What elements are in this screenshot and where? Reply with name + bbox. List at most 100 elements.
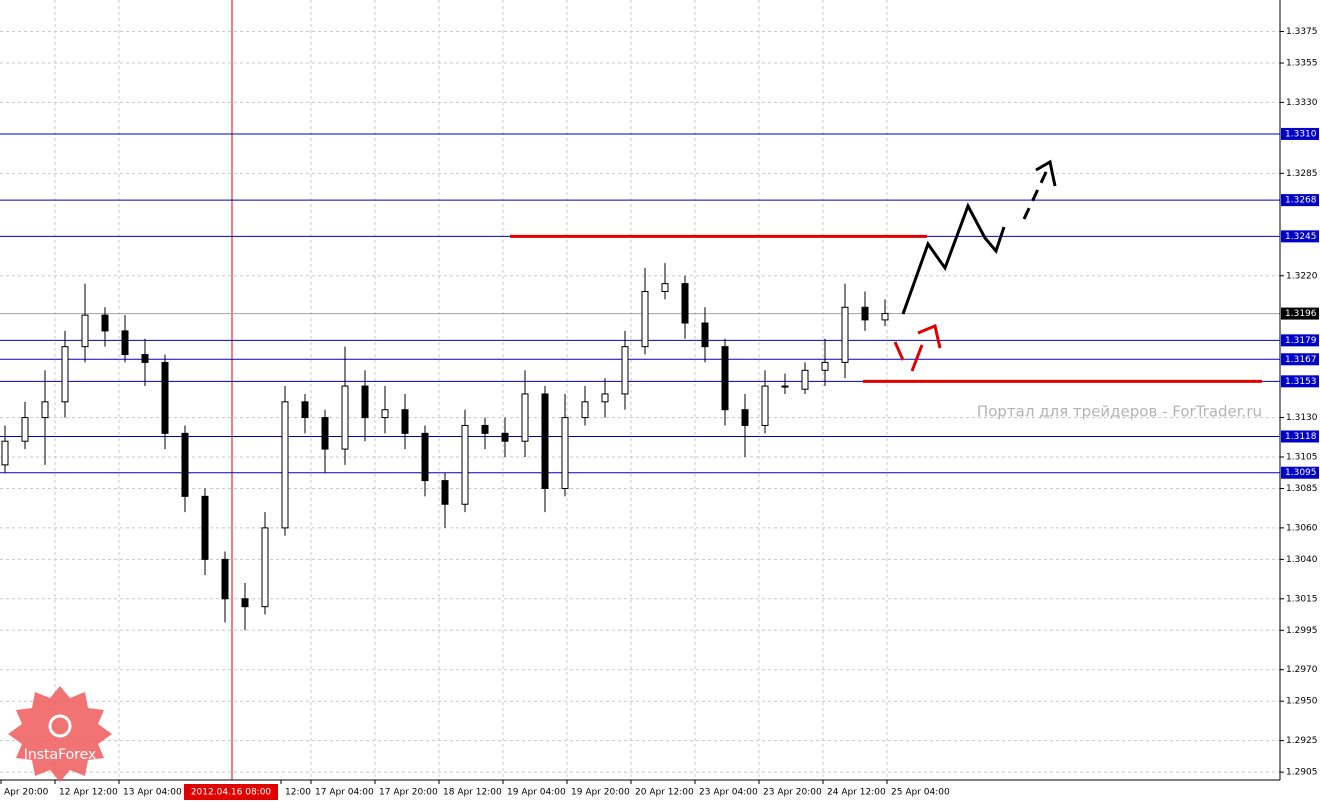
x-tick-label: 20 Apr 12:00 <box>635 788 694 798</box>
y-tick-label: 1.2905 <box>1286 768 1318 778</box>
level-label: 1.3179 <box>1285 336 1317 346</box>
x-tick-label: 13 Apr 04:00 <box>123 788 182 798</box>
x-tick-label: 23 Apr 20:00 <box>763 788 822 798</box>
candle-body <box>1 440 9 466</box>
y-tick-label: 1.2995 <box>1286 626 1318 636</box>
alt-arrow <box>917 323 942 349</box>
candle-body <box>561 417 569 489</box>
candle-body <box>841 306 849 363</box>
candle-body <box>301 401 309 419</box>
candle-body <box>461 424 469 505</box>
candle-body <box>621 346 629 395</box>
level-box <box>1281 230 1319 243</box>
level-box <box>1281 466 1319 479</box>
forecast-path <box>901 202 1006 315</box>
candle-body <box>741 409 749 426</box>
current-price-box <box>1281 307 1319 320</box>
y-tick-label: 1.3375 <box>1286 27 1318 37</box>
y-tick-label: 1.3220 <box>1286 271 1318 281</box>
axis-labels: 1.3375 1.3355 1.3330 1.3285 1.3220 1.3130 1.31… <box>0 27 1319 800</box>
candle-body <box>721 346 729 411</box>
candle-body <box>201 495 209 560</box>
candle-body <box>601 393 609 403</box>
level-box <box>1281 353 1319 366</box>
candle-body <box>481 424 489 434</box>
marker-label: 2012.04.16 08:00 <box>191 788 272 798</box>
level-box <box>1281 194 1319 207</box>
level-label: 1.3268 <box>1285 196 1317 206</box>
candle-body <box>681 283 689 324</box>
y-tick-label: 1.3285 <box>1286 169 1318 179</box>
y-tick-label: 1.3015 <box>1286 594 1318 604</box>
candle-body <box>141 354 149 363</box>
grid <box>0 0 1280 780</box>
candle-body <box>101 314 109 332</box>
candle-body <box>261 527 269 608</box>
candle-body <box>781 385 789 388</box>
y-tick-label: 1.2950 <box>1286 697 1318 707</box>
candle-body <box>441 480 449 505</box>
candle-body <box>421 432 429 482</box>
level-label: 1.3310 <box>1285 129 1317 139</box>
level-label: 1.3153 <box>1285 377 1317 387</box>
candle-body <box>541 393 549 489</box>
x-tick-label: 12:00 <box>285 788 311 798</box>
x-tick-label: 25 Apr 04:00 <box>891 788 950 798</box>
candle-body <box>121 330 129 356</box>
y-tick-label: 1.3130 <box>1286 413 1318 423</box>
level-label: 1.3245 <box>1285 232 1317 242</box>
candle-body <box>21 417 29 442</box>
candle-body <box>581 401 589 419</box>
y-tick-label: 1.3060 <box>1286 523 1318 533</box>
y-tick-label: 1.3040 <box>1286 555 1318 565</box>
candle-body <box>821 361 829 371</box>
candle-body <box>861 306 869 321</box>
candle-body <box>661 283 669 293</box>
y-tick-label: 1.2925 <box>1286 736 1318 746</box>
candle-body <box>161 361 169 434</box>
logo-text: InstaForex <box>24 747 97 763</box>
y-tick-label: 1.3105 <box>1286 452 1318 462</box>
y-tick-label: 1.2970 <box>1286 665 1318 675</box>
candle-body <box>701 322 709 348</box>
y-tick-label: 1.3355 <box>1286 59 1318 69</box>
candle-body <box>641 291 649 348</box>
candle-body <box>321 417 329 450</box>
level-box <box>1281 375 1319 388</box>
candle-body <box>801 369 809 390</box>
x-tick-label: 17 Apr 20:00 <box>379 788 438 798</box>
candle-body <box>181 432 189 497</box>
level-label: 1.3095 <box>1285 468 1317 478</box>
y-tick-label: 1.3085 <box>1286 484 1318 494</box>
current-price-label: 1.3196 <box>1285 309 1317 319</box>
forecast-dashed <box>1022 167 1050 220</box>
levels <box>0 133 1280 474</box>
marker-box <box>184 784 278 800</box>
x-tick-label: Apr 20:00 <box>4 788 49 798</box>
level-label: 1.3167 <box>1285 355 1317 365</box>
candle-body <box>281 401 289 529</box>
candle-body <box>401 409 409 434</box>
level-box <box>1281 334 1319 347</box>
candle-body <box>81 314 89 348</box>
forecast-arrow <box>1035 159 1057 187</box>
candle-body <box>241 598 249 608</box>
candle-body <box>521 393 529 442</box>
candle-body <box>221 558 229 600</box>
candle-body <box>341 385 349 450</box>
x-tick-label: 17 Apr 04:00 <box>315 788 374 798</box>
level-box <box>1281 430 1319 443</box>
candle-body <box>761 385 769 426</box>
candle-body <box>41 401 49 419</box>
x-tick-label: 24 Apr 12:00 <box>827 788 886 798</box>
candle-body <box>501 432 509 442</box>
x-tick-label: 23 Apr 04:00 <box>699 788 758 798</box>
x-tick-label: 19 Apr 20:00 <box>571 788 630 798</box>
alt-path <box>893 341 905 361</box>
level-box <box>1281 127 1319 140</box>
candles <box>1 263 889 631</box>
alt-path <box>910 344 924 372</box>
